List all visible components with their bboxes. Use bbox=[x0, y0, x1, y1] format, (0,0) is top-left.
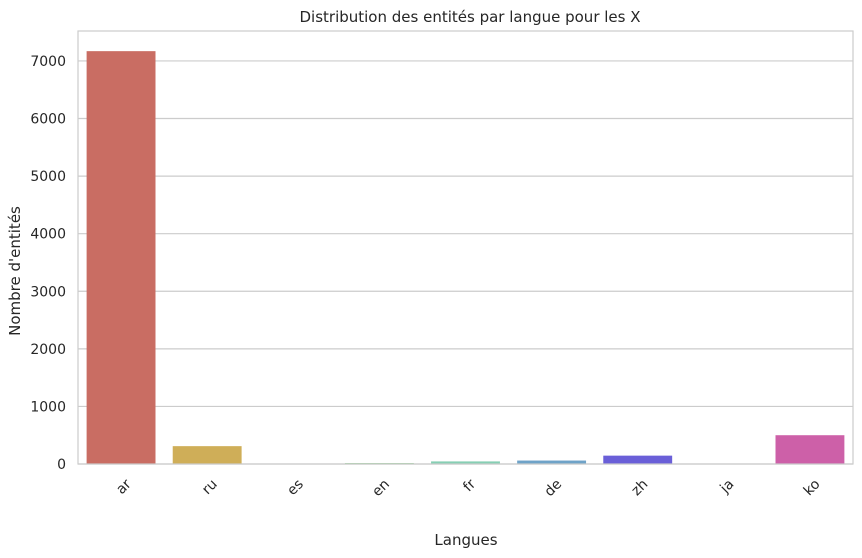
x-tick-label-ko: ko bbox=[801, 476, 824, 499]
bar-zh bbox=[603, 455, 673, 464]
plot-frame bbox=[77, 30, 854, 465]
bar-ru bbox=[172, 446, 242, 464]
y-tick-label: 4000 bbox=[30, 227, 66, 243]
bar-fr bbox=[431, 461, 500, 464]
y-tick-label: 7000 bbox=[30, 54, 66, 70]
y-tick-label: 1000 bbox=[30, 399, 66, 415]
y-axis-label: Nombre d'entités bbox=[6, 206, 24, 336]
y-tick-labels: 0 1000 2000 3000 4000 5000 6000 7000 bbox=[30, 54, 66, 473]
x-tick-label-en: en bbox=[369, 476, 393, 500]
bar-ar bbox=[86, 51, 156, 465]
x-tick-label-es: es bbox=[284, 476, 307, 499]
bars-group bbox=[86, 51, 845, 465]
x-tick-label-ar: ar bbox=[113, 476, 135, 498]
x-tick-label-ja: ja bbox=[717, 476, 738, 497]
x-axis-label: Langues bbox=[434, 531, 497, 549]
grid-lines bbox=[78, 60, 853, 465]
y-tick-label: 6000 bbox=[30, 112, 66, 128]
bar-de bbox=[517, 460, 587, 464]
y-tick-label: 0 bbox=[57, 457, 66, 473]
x-tick-label-fr: fr bbox=[460, 476, 479, 495]
chart-title: Distribution des entités par langue pour… bbox=[299, 8, 640, 26]
y-tick-label: 2000 bbox=[30, 342, 66, 358]
x-tick-label-de: de bbox=[542, 476, 566, 500]
x-tick-labels: ar ru es en fr de zh ja ko bbox=[113, 476, 823, 500]
y-tick-label: 5000 bbox=[30, 169, 66, 185]
x-tick-label-zh: zh bbox=[629, 476, 652, 499]
y-tick-label: 3000 bbox=[30, 284, 66, 300]
bar-ko bbox=[775, 435, 845, 464]
x-tick-label-ru: ru bbox=[199, 476, 221, 498]
